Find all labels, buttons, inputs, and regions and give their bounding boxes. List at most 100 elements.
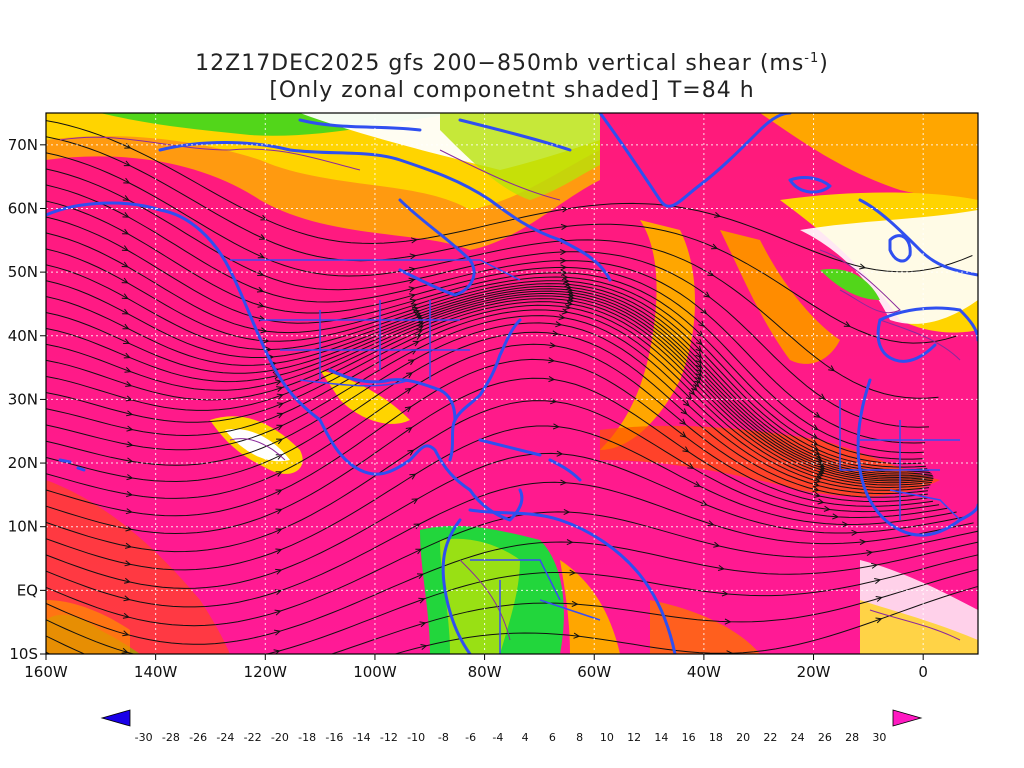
streamline-arrow <box>559 249 567 256</box>
colorbar-label: 30 <box>872 731 886 744</box>
streamline <box>46 400 948 553</box>
x-tick-label: 140W <box>134 663 178 681</box>
streamline-arrow <box>564 304 572 311</box>
colorbar-label: 20 <box>736 731 750 744</box>
streamline-arrow <box>121 277 129 284</box>
streamline-arrow <box>121 666 127 671</box>
colorbar-label: -18 <box>298 731 316 744</box>
streamline-arrow <box>812 481 820 488</box>
streamline-arrow <box>832 513 840 520</box>
colorbar-low-arrow <box>100 709 131 727</box>
colorbar-label: 8 <box>576 731 583 744</box>
streamline-arrow <box>406 372 413 379</box>
streamline-arrow <box>695 338 703 346</box>
colorbar-label: -12 <box>380 731 398 744</box>
streamline-arrow <box>560 223 568 231</box>
x-tick-label: 80W <box>468 663 502 681</box>
streamline-arrow <box>561 308 569 315</box>
streamline-arrow <box>125 525 133 532</box>
streamline-arrow <box>558 314 566 321</box>
streamline <box>46 541 978 645</box>
streamline-arrow <box>404 387 412 394</box>
streamline-arrow <box>123 577 132 584</box>
title-line-2: [Only zonal componetnt shaded] T=84 h <box>269 78 754 103</box>
streamline-arrow <box>123 338 131 344</box>
streamline-arrow <box>843 321 851 327</box>
colorbar-label: 16 <box>682 731 696 744</box>
streamline-arrow <box>274 629 282 636</box>
streamline-arrow <box>812 486 820 493</box>
hawaii <box>58 458 86 472</box>
streamline-arrow <box>276 402 284 409</box>
political-borders <box>230 259 961 654</box>
streamline-arrow <box>409 473 417 480</box>
streamline-arrow <box>260 214 268 221</box>
streamline <box>46 315 930 491</box>
streamline <box>46 301 933 484</box>
streamline-arrow <box>565 284 573 291</box>
streamline-arrow <box>841 521 849 528</box>
streamline <box>46 200 924 454</box>
streamline-arrow <box>870 562 879 569</box>
streamline-arrow <box>405 426 413 434</box>
colorbar-label: -10 <box>407 731 425 744</box>
streamline <box>46 293 933 479</box>
streamline-arrow <box>415 548 423 555</box>
streamline-arrow <box>122 212 130 218</box>
streamline <box>46 322 928 495</box>
streamline-arrow <box>123 595 131 602</box>
streamline-arrow <box>556 450 564 457</box>
y-tick-label: 10S <box>9 645 38 663</box>
streamline-arrow <box>256 286 265 293</box>
colorbar-label: -30 <box>135 731 153 744</box>
streamline-arrow <box>276 386 284 392</box>
streamline-arrow <box>123 177 131 184</box>
colorbar-label: -26 <box>189 731 207 744</box>
streamline-arrow <box>567 291 575 298</box>
streamline-arrow <box>818 393 826 400</box>
colorbar-label: 12 <box>627 731 641 744</box>
contour-lines <box>59 136 961 641</box>
streamline-arrow <box>555 321 563 328</box>
colorbar-label: -8 <box>438 731 449 744</box>
streamline <box>46 136 957 344</box>
streamline-arrow <box>416 316 424 323</box>
streamline-arrow <box>696 330 704 338</box>
streamline <box>46 481 974 608</box>
streamline-arrow <box>695 345 703 353</box>
map-gridlines <box>46 113 978 654</box>
streamline-arrow <box>551 330 559 337</box>
streamline-arrow <box>275 471 283 477</box>
streamline-arrow <box>559 257 567 264</box>
streamline-arrow <box>124 560 132 567</box>
colorbar-label: 26 <box>818 731 832 744</box>
streamline-arrow <box>724 618 732 625</box>
colorbar-label: 6 <box>549 731 556 744</box>
streamline-arrow <box>567 294 575 301</box>
streamline <box>46 309 931 489</box>
colorbar-label: -6 <box>465 731 476 744</box>
streamline-arrow <box>275 454 283 460</box>
streamline-arrow <box>121 293 129 300</box>
x-tick-label: 20W <box>797 663 831 681</box>
north-america-coast <box>46 201 524 522</box>
colorbar-label: 10 <box>600 731 614 744</box>
streamline <box>46 425 957 571</box>
streamline-arrow <box>409 293 417 300</box>
streamline-arrow <box>121 245 129 252</box>
streamline-arrow <box>415 314 423 321</box>
streamline-arrow <box>552 423 560 430</box>
streamline-arrow <box>566 539 574 546</box>
streamline-arrow <box>122 630 130 637</box>
streamline-arrow <box>693 481 701 487</box>
streamline <box>46 331 928 498</box>
y-tick-label: 20N <box>8 454 38 472</box>
streamline-arrow <box>679 418 687 426</box>
streamline-arrow <box>726 650 734 654</box>
streamline-arrow <box>274 609 282 616</box>
colorbar-high-arrow <box>892 709 923 727</box>
streamline-arrow <box>407 449 415 456</box>
streamline-arrow <box>414 312 422 318</box>
streamline <box>46 298 934 482</box>
